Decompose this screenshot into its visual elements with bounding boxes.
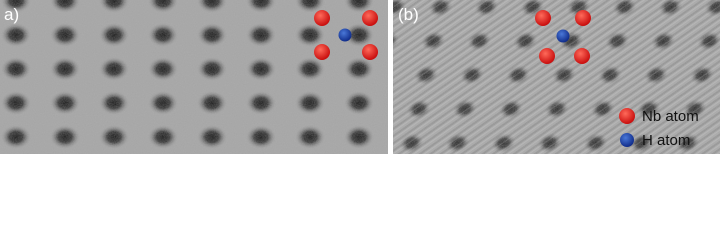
noise xyxy=(0,0,388,154)
h-atom xyxy=(338,28,352,42)
legend-label: H atom xyxy=(642,132,690,149)
nb-atom xyxy=(535,10,551,26)
panel-label: (b) xyxy=(398,5,419,24)
panel-a: a) xyxy=(0,0,388,154)
legend-label: Nb atom xyxy=(642,108,699,125)
panel-b: (b) Nb atom H atom xyxy=(393,0,720,154)
nb-atom xyxy=(574,48,590,64)
page: a) (b) Nb atom H atom (() => { const dat… xyxy=(0,0,720,154)
nb-atom xyxy=(314,44,330,60)
nb-atom xyxy=(539,48,555,64)
figure: a) (b) Nb atom H atom xyxy=(0,0,720,154)
legend-h-marker xyxy=(620,133,634,147)
panel-label: a) xyxy=(4,5,19,24)
nb-atom xyxy=(362,10,378,26)
nb-atom xyxy=(575,10,591,26)
nb-atom xyxy=(314,10,330,26)
h-atom xyxy=(556,29,570,43)
legend-nb-marker xyxy=(619,108,635,124)
nb-atom xyxy=(362,44,378,60)
noise xyxy=(393,0,720,154)
